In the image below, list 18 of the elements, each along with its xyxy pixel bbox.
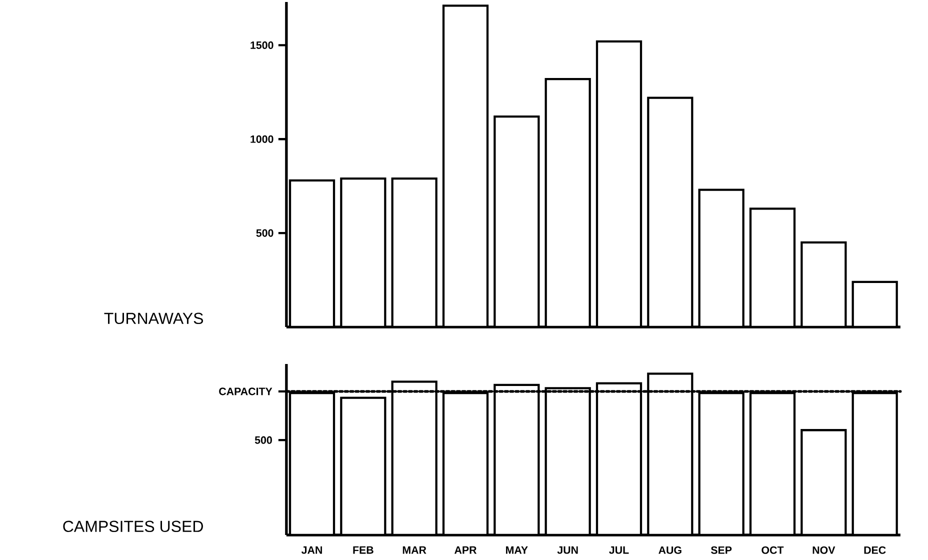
- y-tick-label: 1000: [250, 135, 274, 143]
- x-tick-label: JUN: [557, 546, 578, 554]
- y-axis-title: CAMPSITES USED: [63, 520, 203, 532]
- x-tick-label: AUG: [658, 546, 682, 554]
- x-tick-label: JAN: [302, 546, 322, 554]
- y-axis-title: TURNAWAYS: [104, 312, 204, 324]
- y-tick-label: 1500: [250, 41, 274, 49]
- x-tick-label: MAY: [506, 546, 528, 554]
- x-tick-label: NOV: [812, 546, 836, 554]
- x-tick-label: OCT: [762, 546, 784, 554]
- ref-line-label: CAPACITY: [219, 388, 272, 396]
- x-tick-label: APR: [454, 546, 477, 554]
- y-tick-label: 500: [256, 229, 274, 237]
- x-tick-label: JUL: [609, 546, 629, 554]
- x-tick-label: MAR: [402, 546, 426, 554]
- x-tick-label: SEP: [710, 546, 732, 554]
- x-tick-label: FEB: [353, 546, 374, 554]
- x-tick-label: DEC: [864, 546, 886, 554]
